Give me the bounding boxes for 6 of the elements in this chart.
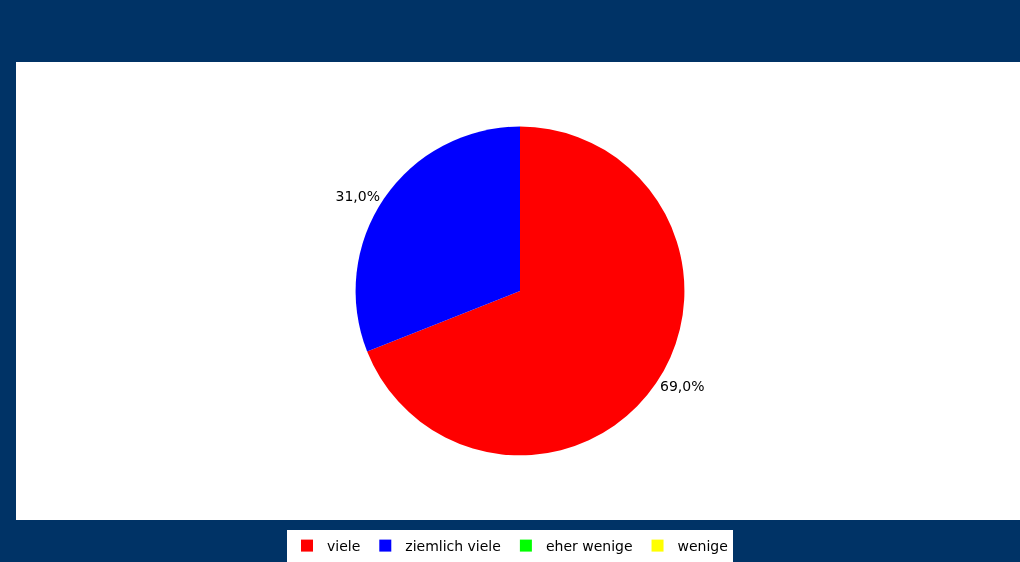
legend-label: eher wenige (545, 538, 633, 555)
legend-label: wenige (677, 538, 728, 555)
data-label: 69,0% (659, 377, 705, 394)
legend-label: ziemlich viele (405, 538, 501, 555)
data-label: 31,0% (335, 188, 381, 205)
legend-label: viele (327, 538, 361, 555)
